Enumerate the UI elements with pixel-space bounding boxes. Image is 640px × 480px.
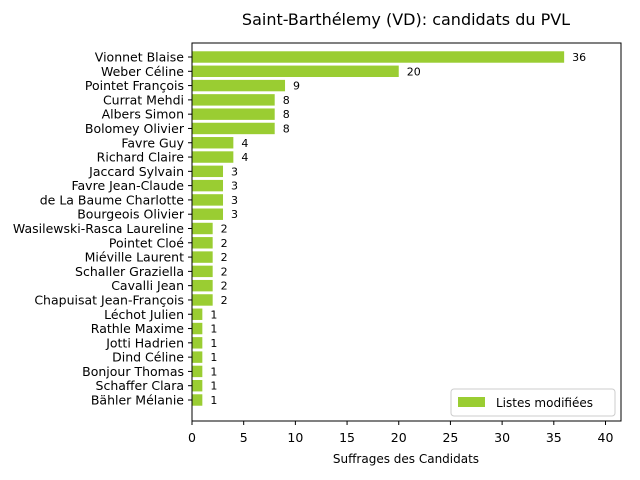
legend-swatch (458, 397, 485, 407)
bar (192, 279, 213, 292)
bar (192, 79, 286, 92)
y-tick-label: Wasilewski-Rasca Laureline (13, 221, 184, 236)
x-tick-label: 40 (598, 430, 614, 445)
bar (192, 122, 275, 135)
bar-value-label: 2 (221, 280, 228, 293)
bar (192, 322, 203, 335)
bar-value-label: 2 (221, 251, 228, 264)
y-tick-label: Bonjour Thomas (82, 364, 184, 379)
bar (192, 108, 275, 120)
bar-value-label: 2 (221, 223, 228, 236)
x-tick-label: 5 (240, 430, 248, 445)
x-axis-label: Suffrages des Candidats (333, 452, 479, 466)
bar-value-label: 1 (210, 380, 217, 393)
bar (192, 165, 224, 178)
bar-value-label: 1 (210, 394, 217, 407)
bar-value-label: 1 (210, 337, 217, 350)
bar (192, 51, 565, 63)
bar (192, 237, 213, 249)
bar (192, 365, 203, 378)
bar-value-label: 1 (210, 323, 217, 336)
bar-value-label: 1 (210, 365, 217, 378)
bar (192, 308, 203, 320)
bar (192, 194, 224, 206)
bar-value-label: 1 (210, 308, 217, 321)
bars-group (192, 51, 565, 406)
chart-title: Saint-Barthélemy (VD): candidats du PVL (242, 10, 570, 29)
bar-value-label: 3 (231, 194, 238, 207)
bar-value-label: 3 (231, 165, 238, 178)
x-tick-label: 0 (188, 430, 196, 445)
bar-value-label: 3 (231, 180, 238, 193)
y-tick-label: Favre Guy (121, 135, 184, 150)
bar (192, 379, 203, 392)
bar (192, 294, 213, 306)
legend-label: Listes modifiées (496, 396, 593, 410)
y-tick-label: Schaffer Clara (96, 378, 184, 393)
bar (192, 65, 399, 78)
y-tick-label: Favre Jean-Claude (71, 178, 184, 193)
bar-value-label: 4 (241, 137, 248, 150)
y-tick-label: Weber Céline (101, 64, 184, 79)
x-tick-label: 30 (494, 430, 510, 445)
bar (192, 351, 203, 363)
bar-value-label: 20 (407, 65, 421, 78)
bar-value-label: 2 (221, 265, 228, 278)
bar (192, 337, 203, 349)
y-tick-label: Currat Mehdi (103, 92, 184, 107)
y-tick-label: Pointet Cloé (109, 235, 184, 250)
y-tick-label: Albers Simon (102, 107, 184, 122)
y-tick-label: Bolomey Olivier (85, 121, 185, 136)
y-tick-label: Schaller Graziella (75, 264, 184, 279)
bar-value-label: 9 (293, 80, 300, 93)
bar (192, 94, 275, 106)
bar-value-label: 2 (221, 294, 228, 307)
bar (192, 137, 234, 149)
y-tick-label: Vionnet Blaise (95, 50, 185, 65)
bar (192, 265, 213, 278)
bar (192, 208, 224, 220)
y-tick-label: Jotti Hadrien (105, 335, 184, 350)
y-tick-label: Chapuisat Jean-François (34, 292, 184, 307)
x-tick-label: 35 (546, 430, 562, 445)
x-axis: 0 5 10 15 20 25 30 35 40 (188, 421, 613, 445)
bar (192, 179, 224, 192)
x-tick-label: 10 (287, 430, 303, 445)
y-tick-label: Bähler Mélanie (91, 393, 184, 408)
y-tick-label: Miéville Laurent (85, 250, 184, 265)
y-tick-label: Léchot Julien (104, 307, 184, 322)
plot-frame (191, 42, 622, 422)
bar (192, 151, 234, 163)
y-tick-label: Cavalli Jean (111, 278, 184, 293)
bar-value-label: 4 (241, 151, 248, 164)
legend: Listes modifiées (450, 388, 616, 417)
y-tick-label: Rathle Maxime (91, 321, 185, 336)
y-tick-label: de La Baume Charlotte (40, 192, 185, 207)
x-tick-label: 20 (391, 430, 407, 445)
bar-value-label: 1 (210, 351, 217, 364)
y-tick-label: Dind Céline (112, 350, 184, 365)
x-tick-label: 15 (339, 430, 355, 445)
bar-value-label: 8 (283, 94, 290, 107)
y-tick-label: Pointet François (85, 78, 184, 93)
bar-value-label: 8 (283, 108, 290, 121)
bar-value-label: 8 (283, 122, 290, 135)
bar (192, 394, 203, 406)
y-tick-label: Richard Claire (97, 150, 185, 165)
bar-value-label: 2 (221, 237, 228, 250)
y-tick-label: Bourgeois Olivier (77, 207, 185, 222)
x-tick-label: 25 (442, 430, 458, 445)
bar (192, 251, 213, 263)
bar-value-label: 3 (231, 208, 238, 221)
bar (192, 222, 213, 235)
y-tick-label: Jaccard Sylvain (88, 164, 184, 179)
bar-value-label: 36 (572, 51, 586, 64)
legend-box (450, 388, 616, 417)
